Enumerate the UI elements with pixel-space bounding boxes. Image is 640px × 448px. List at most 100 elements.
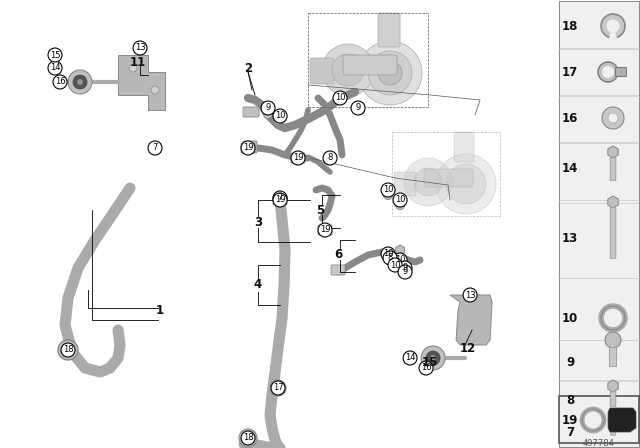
Circle shape xyxy=(607,19,620,33)
Circle shape xyxy=(261,101,275,115)
Text: 9: 9 xyxy=(266,103,271,112)
Circle shape xyxy=(393,253,407,267)
Polygon shape xyxy=(396,245,404,255)
Circle shape xyxy=(436,154,496,214)
Text: 16: 16 xyxy=(54,78,65,86)
Circle shape xyxy=(430,355,436,361)
FancyBboxPatch shape xyxy=(243,107,259,117)
Circle shape xyxy=(333,91,347,105)
Text: 10: 10 xyxy=(275,112,285,121)
Text: 8: 8 xyxy=(566,393,574,406)
Circle shape xyxy=(396,255,404,264)
Circle shape xyxy=(148,141,162,155)
FancyBboxPatch shape xyxy=(273,195,287,205)
Circle shape xyxy=(381,183,395,197)
Text: 16: 16 xyxy=(420,363,431,372)
Circle shape xyxy=(133,41,147,55)
Circle shape xyxy=(368,51,412,95)
FancyBboxPatch shape xyxy=(424,169,473,187)
Circle shape xyxy=(421,346,445,370)
Text: 15: 15 xyxy=(422,356,438,369)
Circle shape xyxy=(239,429,257,447)
Text: 19: 19 xyxy=(292,154,303,163)
FancyBboxPatch shape xyxy=(394,172,416,196)
FancyBboxPatch shape xyxy=(241,143,255,153)
Circle shape xyxy=(151,86,159,94)
Text: 18: 18 xyxy=(243,434,253,443)
Text: 13: 13 xyxy=(465,290,476,300)
Text: 10: 10 xyxy=(390,260,400,270)
Polygon shape xyxy=(118,55,165,110)
Text: 9: 9 xyxy=(355,103,361,112)
Text: 13: 13 xyxy=(134,43,145,52)
Text: 6: 6 xyxy=(334,249,342,262)
Circle shape xyxy=(273,116,282,125)
Circle shape xyxy=(605,332,621,348)
Circle shape xyxy=(426,351,440,365)
Text: 5: 5 xyxy=(316,203,324,216)
Circle shape xyxy=(271,381,285,395)
Text: 4: 4 xyxy=(254,279,262,292)
FancyBboxPatch shape xyxy=(559,1,639,447)
Text: 14: 14 xyxy=(405,353,415,362)
Text: 12: 12 xyxy=(460,341,476,354)
Text: 8: 8 xyxy=(327,154,333,163)
FancyBboxPatch shape xyxy=(610,392,616,406)
Text: 19: 19 xyxy=(562,414,579,426)
Circle shape xyxy=(463,288,477,302)
Circle shape xyxy=(602,107,624,129)
FancyBboxPatch shape xyxy=(343,55,397,75)
Circle shape xyxy=(419,361,433,375)
Circle shape xyxy=(273,191,287,205)
Circle shape xyxy=(318,223,332,237)
Circle shape xyxy=(323,151,337,165)
Circle shape xyxy=(383,190,392,199)
FancyBboxPatch shape xyxy=(611,425,615,435)
Circle shape xyxy=(48,48,62,62)
Text: 2: 2 xyxy=(244,61,252,74)
Circle shape xyxy=(273,109,287,123)
Circle shape xyxy=(332,54,364,86)
Text: 14: 14 xyxy=(50,64,60,73)
Circle shape xyxy=(383,251,397,265)
Polygon shape xyxy=(608,146,618,158)
Text: 11: 11 xyxy=(130,56,146,69)
Circle shape xyxy=(601,14,625,38)
Text: 10: 10 xyxy=(383,250,394,258)
Circle shape xyxy=(398,261,412,275)
Text: 9: 9 xyxy=(566,356,574,369)
Text: 16: 16 xyxy=(562,112,579,125)
Text: 18: 18 xyxy=(562,20,579,33)
Circle shape xyxy=(398,265,412,279)
FancyBboxPatch shape xyxy=(609,348,616,366)
Polygon shape xyxy=(608,196,618,208)
Text: 10: 10 xyxy=(335,94,346,103)
Text: 10: 10 xyxy=(395,255,405,264)
FancyBboxPatch shape xyxy=(616,68,627,77)
Circle shape xyxy=(608,113,618,123)
Polygon shape xyxy=(608,408,636,432)
FancyBboxPatch shape xyxy=(454,132,474,162)
Circle shape xyxy=(598,62,618,82)
Circle shape xyxy=(602,66,614,78)
Circle shape xyxy=(273,193,287,207)
Circle shape xyxy=(356,105,365,115)
Circle shape xyxy=(68,70,92,94)
Circle shape xyxy=(358,41,422,105)
Text: 13: 13 xyxy=(562,232,578,245)
Text: 3: 3 xyxy=(254,216,262,229)
Circle shape xyxy=(388,258,402,272)
Circle shape xyxy=(61,343,75,357)
Text: 19: 19 xyxy=(275,195,285,204)
FancyBboxPatch shape xyxy=(318,225,332,235)
Circle shape xyxy=(270,380,286,396)
Circle shape xyxy=(77,79,83,85)
Text: 7: 7 xyxy=(277,194,283,202)
Text: 8: 8 xyxy=(387,254,393,263)
Circle shape xyxy=(62,344,74,356)
Text: 19: 19 xyxy=(320,225,330,234)
FancyBboxPatch shape xyxy=(331,265,345,275)
Circle shape xyxy=(48,61,62,75)
Circle shape xyxy=(381,247,395,261)
Text: 14: 14 xyxy=(562,161,579,175)
